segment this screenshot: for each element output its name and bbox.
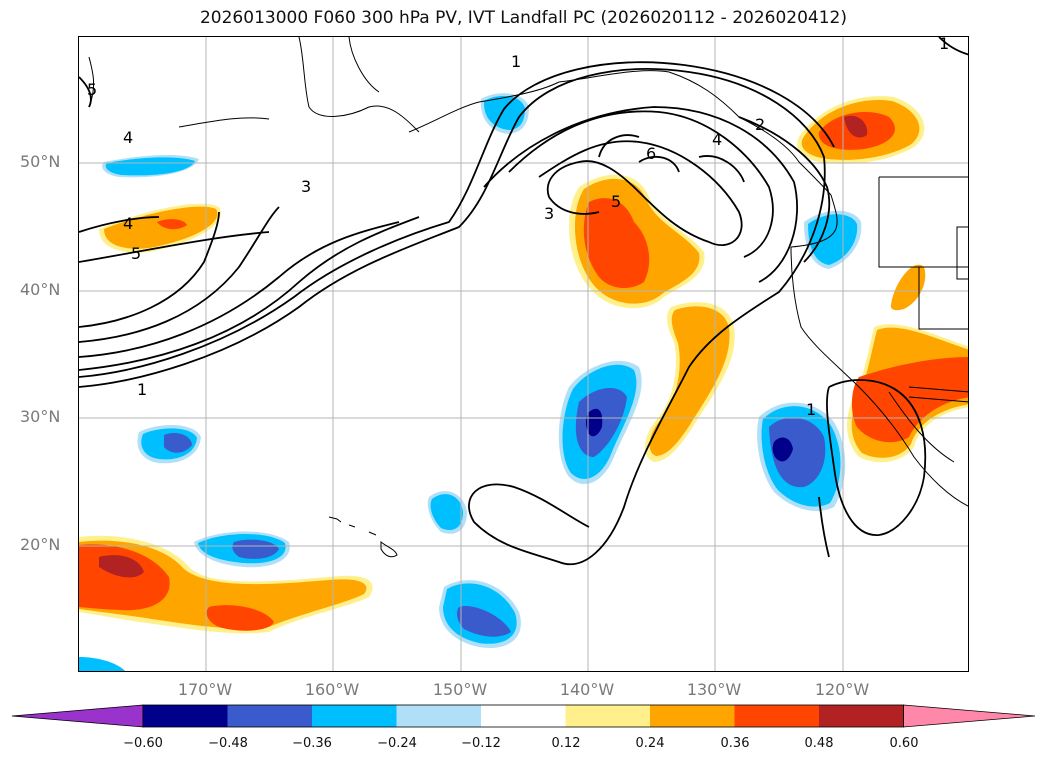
colorbar-segment bbox=[819, 705, 904, 727]
anomaly-region-red bbox=[206, 605, 274, 631]
colorbar-tick: 0.36 bbox=[720, 736, 750, 751]
lon-label: 160°W bbox=[304, 680, 360, 699]
anomaly-region-red bbox=[852, 357, 968, 443]
anomaly-region-blue bbox=[483, 95, 525, 130]
lon-label: 130°W bbox=[686, 680, 742, 699]
colorbar-segment bbox=[481, 705, 566, 727]
anomaly-region-orange bbox=[649, 306, 730, 456]
lat-label: 20°N bbox=[20, 535, 61, 554]
contour-label: 3 bbox=[301, 177, 311, 196]
negative-anomaly-layer bbox=[79, 93, 862, 671]
lat-label: 50°N bbox=[20, 152, 61, 171]
anomaly-region-red bbox=[157, 219, 187, 230]
contour-label: 2 bbox=[755, 115, 765, 134]
map-frame[interactable]: 1 1 1 1 2 3 3 4 4 4 5 5 5 6 bbox=[78, 36, 969, 672]
contour-label: 1 bbox=[939, 37, 949, 53]
contour-label: 4 bbox=[123, 214, 133, 233]
colorbar-segment bbox=[312, 705, 397, 727]
colorbar-segment bbox=[227, 705, 313, 727]
colorbar-tick: 0.12 bbox=[551, 736, 581, 751]
contour-label: 3 bbox=[544, 204, 554, 223]
lon-label: 170°W bbox=[177, 680, 233, 699]
colorbar-segment bbox=[734, 705, 820, 727]
colorbar-segment bbox=[565, 705, 651, 727]
contour-label: 1 bbox=[137, 380, 147, 399]
colorbar-tick: 0.60 bbox=[889, 736, 919, 751]
anomaly-region-navy bbox=[585, 408, 603, 437]
colorbar-tick: −0.60 bbox=[123, 736, 163, 751]
contour-label: 5 bbox=[131, 244, 141, 263]
anomaly-region-orange bbox=[104, 206, 218, 249]
colorbar-tick: −0.24 bbox=[377, 736, 417, 751]
contour-label-layer: 1 1 1 1 2 3 3 4 4 4 5 5 5 6 bbox=[87, 37, 949, 419]
positive-anomaly-layer bbox=[79, 96, 968, 634]
lat-label: 40°N bbox=[20, 280, 61, 299]
anomaly-region-navy bbox=[772, 437, 793, 462]
anomaly-region-blue bbox=[808, 214, 858, 265]
map-title: 2026013000 F060 300 hPa PV, IVT Landfall… bbox=[199, 8, 847, 28]
contour-label: 4 bbox=[123, 128, 133, 147]
anomaly-region-darkred bbox=[99, 555, 144, 578]
anomaly-region-blue bbox=[105, 157, 195, 176]
contour-label: 6 bbox=[646, 144, 656, 163]
pv-contours bbox=[79, 37, 968, 566]
colorbar-tick: −0.48 bbox=[208, 736, 248, 751]
colorbar-segment bbox=[396, 705, 482, 727]
coastlines bbox=[88, 37, 968, 558]
contour-label: 4 bbox=[712, 130, 722, 149]
gridlines bbox=[79, 37, 968, 671]
colorbar-segment bbox=[903, 704, 1036, 728]
contour-label: 5 bbox=[87, 80, 97, 99]
colorbar-tick: −0.36 bbox=[292, 736, 332, 751]
colorbar-segments bbox=[11, 704, 1036, 728]
anomaly-region-blue bbox=[79, 657, 126, 671]
anomaly-region-royal bbox=[769, 417, 826, 488]
contour-label: 5 bbox=[611, 192, 621, 211]
lon-label: 140°W bbox=[559, 680, 615, 699]
anomaly-region-royal bbox=[164, 433, 192, 453]
anomaly-region-darkred bbox=[844, 115, 868, 138]
colorbar-outline bbox=[142, 704, 904, 728]
colorbar-tick: 0.48 bbox=[804, 736, 834, 751]
contour-label: 1 bbox=[806, 400, 816, 419]
colorbar-segment bbox=[650, 705, 735, 727]
lon-label: 150°W bbox=[432, 680, 488, 699]
anomaly-region-royal bbox=[232, 539, 279, 559]
colorbar-tick: −0.12 bbox=[461, 736, 501, 751]
lat-label: 30°N bbox=[20, 407, 61, 426]
lon-label: 120°W bbox=[814, 680, 870, 699]
anomaly-region-red bbox=[583, 198, 650, 289]
colorbar-tick: 0.24 bbox=[635, 736, 665, 751]
colorbar-segment bbox=[143, 705, 228, 727]
anomaly-region-orange bbox=[890, 264, 926, 311]
map-canvas[interactable]: 1 1 1 1 2 3 3 4 4 4 5 5 5 6 bbox=[79, 37, 969, 672]
colorbar-segment bbox=[11, 704, 144, 728]
anomaly-region-royal bbox=[456, 606, 511, 637]
anomaly-region-blue bbox=[430, 494, 463, 531]
contour-label: 1 bbox=[511, 52, 521, 71]
